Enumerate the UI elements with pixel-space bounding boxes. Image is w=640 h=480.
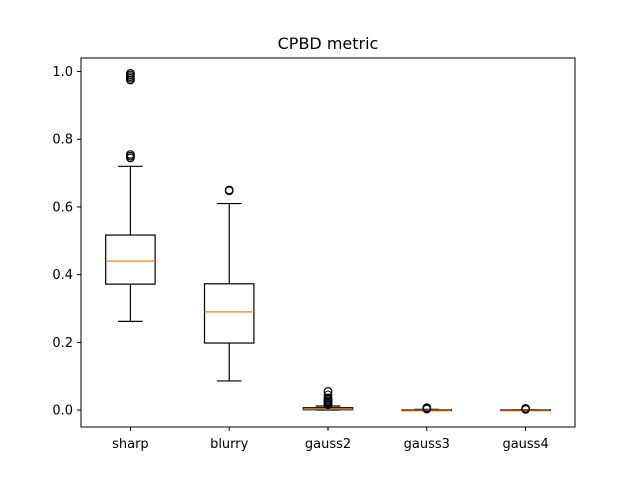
outlier-point [521, 403, 530, 413]
outlier-point [323, 390, 333, 400]
outlier-point [323, 387, 333, 396]
y-tick-label: 0.6 [52, 200, 73, 215]
outlier-point [422, 403, 432, 413]
y-tick-label: 0.4 [52, 268, 73, 283]
box-iqr [203, 283, 255, 344]
y-tick-label: 0.8 [52, 133, 73, 148]
y-tick-label: 0.0 [52, 404, 73, 419]
outlier-point [323, 393, 333, 403]
x-tick-label: gauss3 [404, 437, 450, 452]
x-tick-label: gauss2 [305, 437, 351, 452]
chart-title: CPBD metric [278, 34, 379, 53]
plot-area: 0.0 0.2 0.4 0.6 0.8 1.0 sharp blurry gauss2 gauss… [52, 65, 551, 452]
x-tick-label: sharp [112, 437, 149, 452]
x-tick-label: blurry [210, 437, 249, 452]
outlier-point [125, 68, 135, 78]
x-tick-label: gauss4 [502, 437, 548, 452]
plot-frame [80, 57, 576, 428]
outlier-point [125, 150, 135, 159]
y-tick-label: 0.2 [52, 336, 73, 351]
y-tick-label: 1.0 [52, 65, 73, 80]
outlier-point [224, 185, 234, 195]
box-iqr [105, 234, 156, 285]
